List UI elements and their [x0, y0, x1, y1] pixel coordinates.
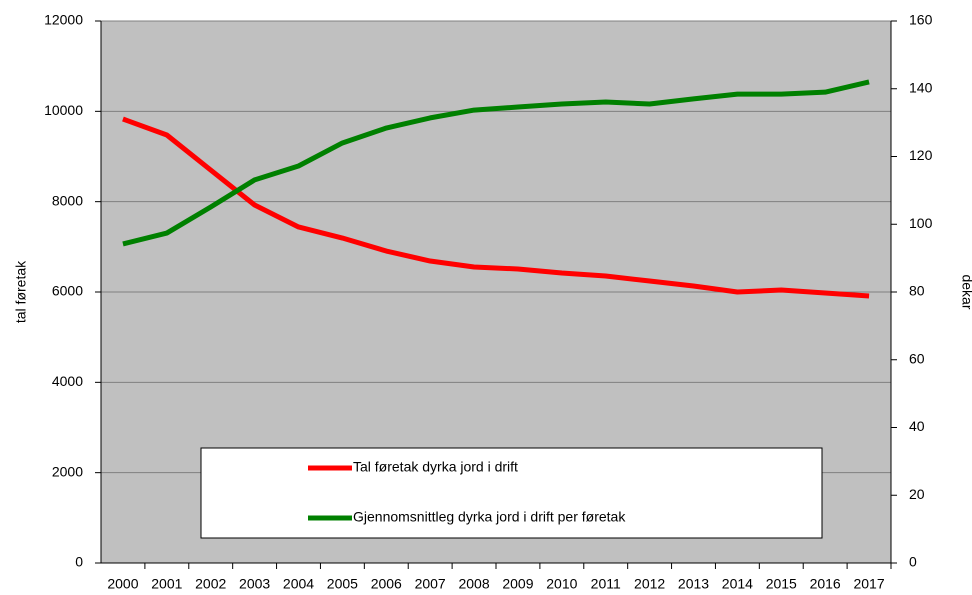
x-tick-label: 2014 — [722, 576, 753, 592]
x-tick-label: 2013 — [678, 576, 709, 592]
y2-tick-label: 60 — [909, 350, 925, 366]
x-tick-label: 2004 — [283, 576, 314, 592]
x-tick-label: 2009 — [502, 576, 533, 592]
y-axis-label: tal føretak — [13, 260, 29, 323]
x-tick-label: 2012 — [634, 576, 665, 592]
x-tick-label: 2017 — [853, 576, 884, 592]
x-tick-label: 2011 — [591, 576, 621, 592]
y-tick-label: 6000 — [52, 283, 83, 299]
legend-label: Gjennomsnittleg dyrka jord i drift per f… — [353, 509, 626, 525]
y2-tick-label: 80 — [909, 283, 925, 299]
y2-tick-label: 20 — [909, 486, 925, 502]
x-tick-label: 2005 — [327, 576, 358, 592]
y-tick-label: 2000 — [52, 463, 83, 479]
y2-tick-label: 120 — [909, 147, 933, 163]
x-tick-label: 2006 — [371, 576, 402, 592]
y2-tick-label: 40 — [909, 418, 925, 434]
y-tick-label: 10000 — [44, 102, 83, 118]
legend — [200, 447, 823, 539]
x-tick-label: 2001 — [151, 576, 182, 592]
y2-tick-label: 0 — [909, 554, 917, 570]
x-tick-label: 2007 — [415, 576, 446, 592]
legend-label: Tal føretak dyrka jord i drift — [353, 459, 518, 475]
x-tick-label: 2008 — [458, 576, 489, 592]
series-line — [122, 79, 870, 247]
x-tick-label: 2010 — [546, 576, 577, 592]
y2-tick-label: 100 — [909, 215, 933, 231]
y2-tick-label: 140 — [909, 79, 933, 95]
y-tick-label: 4000 — [52, 373, 83, 389]
y2-axis-label: dekar — [959, 274, 972, 309]
x-tick-label: 2016 — [810, 576, 841, 592]
x-tick-label: 2003 — [239, 576, 270, 592]
x-tick-label: 2002 — [195, 576, 226, 592]
y-tick-label: 0 — [75, 554, 83, 570]
x-tick-label: 2015 — [766, 576, 797, 592]
y-tick-label: 8000 — [52, 192, 83, 208]
series-line — [122, 116, 870, 299]
x-tick-label: 2000 — [107, 576, 138, 592]
y2-tick-label: 160 — [909, 12, 933, 28]
y-tick-label: 12000 — [44, 12, 83, 28]
